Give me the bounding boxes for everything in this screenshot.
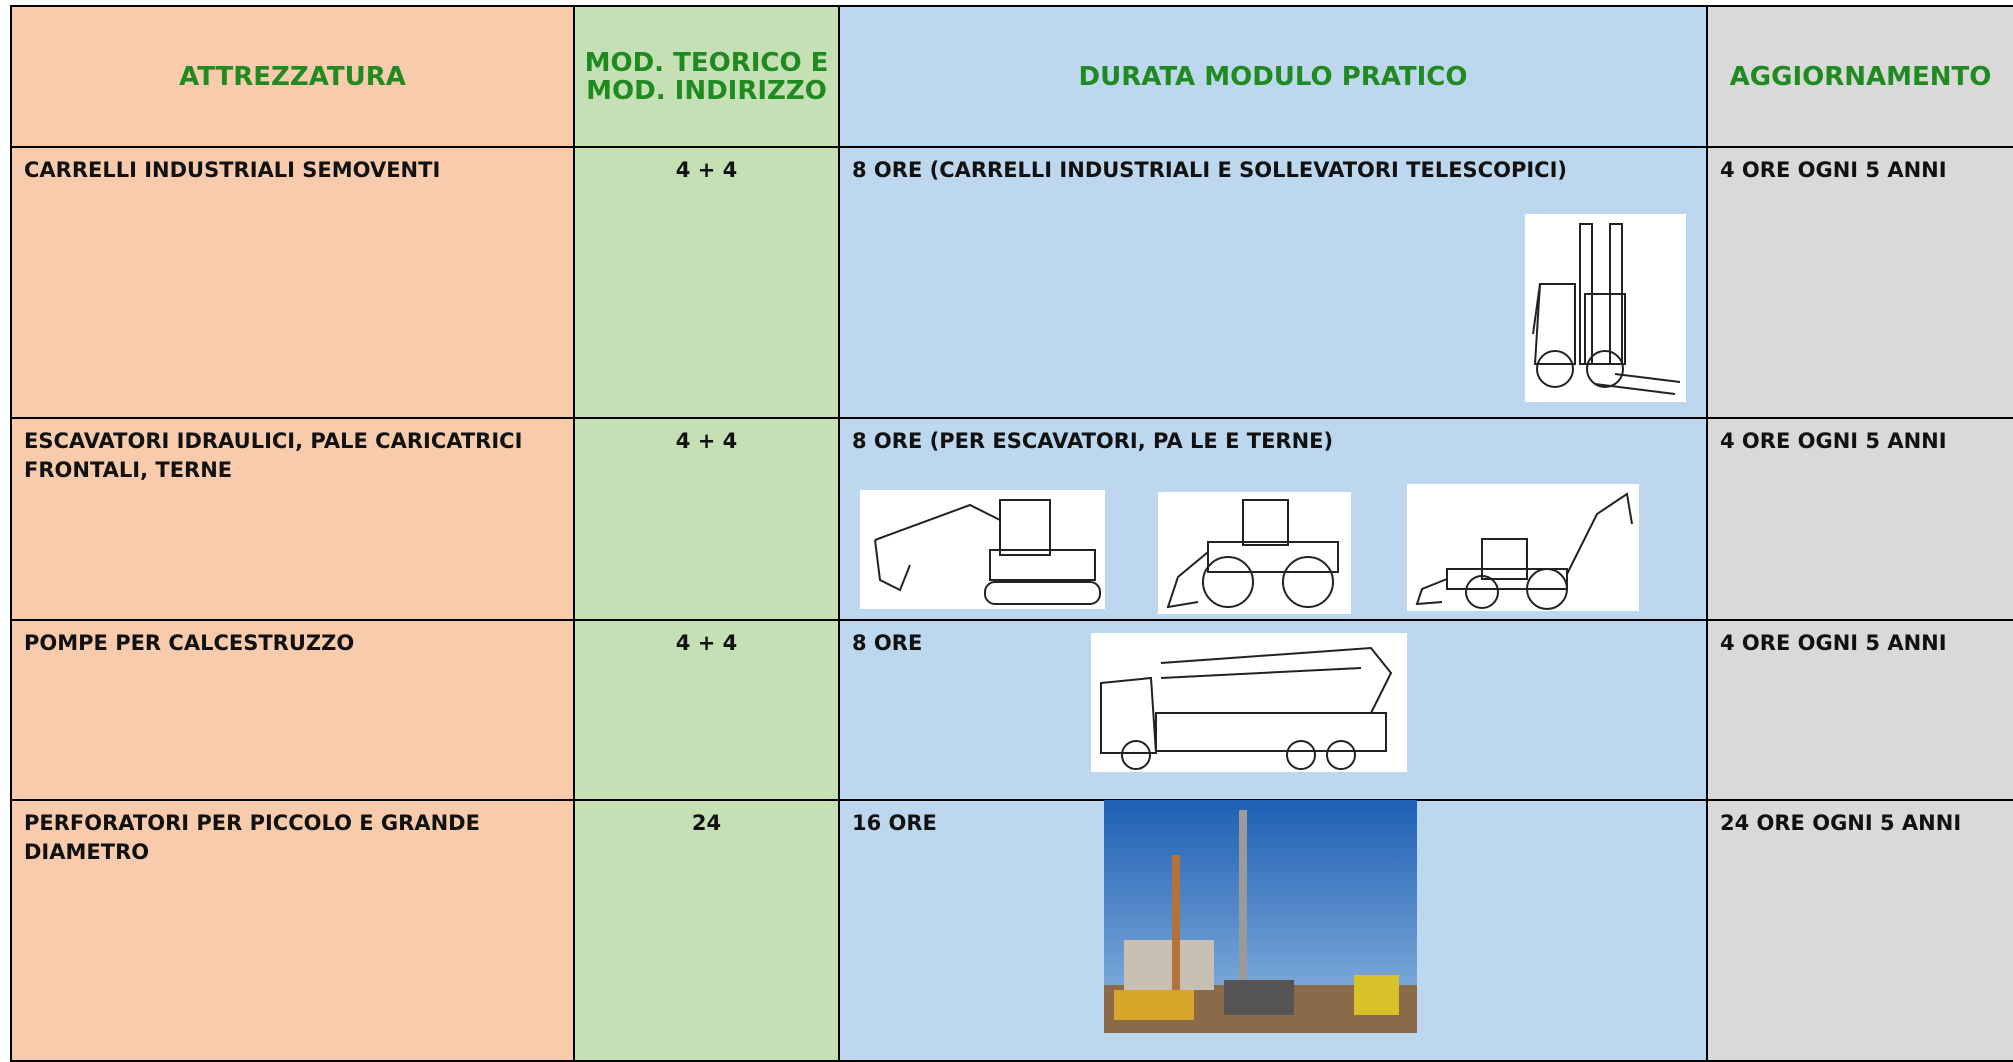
excavator-image (860, 490, 1105, 609)
table-cell: 4 ORE OGNI 5 ANNI (1708, 148, 2013, 419)
table-cell: 4 + 4 (575, 419, 840, 621)
pump-truck-image (1091, 633, 1407, 772)
table-cell: PERFORATORI PER PICCOLO E GRANDE DIAMETR… (12, 801, 575, 1062)
backhoe-image (1407, 484, 1639, 611)
table-cell: CARRELLI INDUSTRIALI SEMOVENTI (12, 148, 575, 419)
table-cell: 4 + 4 (575, 621, 840, 801)
table-cell: 24 ORE OGNI 5 ANNI (1708, 801, 2013, 1062)
table-cell: ESCAVATORI IDRAULICI, PALE CARICATRICI F… (12, 419, 575, 621)
forklift-image (1525, 214, 1686, 402)
loader-image (1158, 492, 1351, 614)
header-cell: MOD. TEORICO E MOD. INDIRIZZO (575, 7, 840, 148)
table-cell: 24 (575, 801, 840, 1062)
table-cell: 4 ORE OGNI 5 ANNI (1708, 419, 2013, 621)
drilling-photo (1104, 800, 1417, 1033)
header-cell: DURATA MODULO PRATICO (840, 7, 1708, 148)
table-cell: POMPE PER CALCESTRUZZO (12, 621, 575, 801)
header-cell: ATTREZZATURA (12, 7, 575, 148)
header-cell: AGGIORNAMENTO (1708, 7, 2013, 148)
table-cell: 4 + 4 (575, 148, 840, 419)
table-cell: 4 ORE OGNI 5 ANNI (1708, 621, 2013, 801)
